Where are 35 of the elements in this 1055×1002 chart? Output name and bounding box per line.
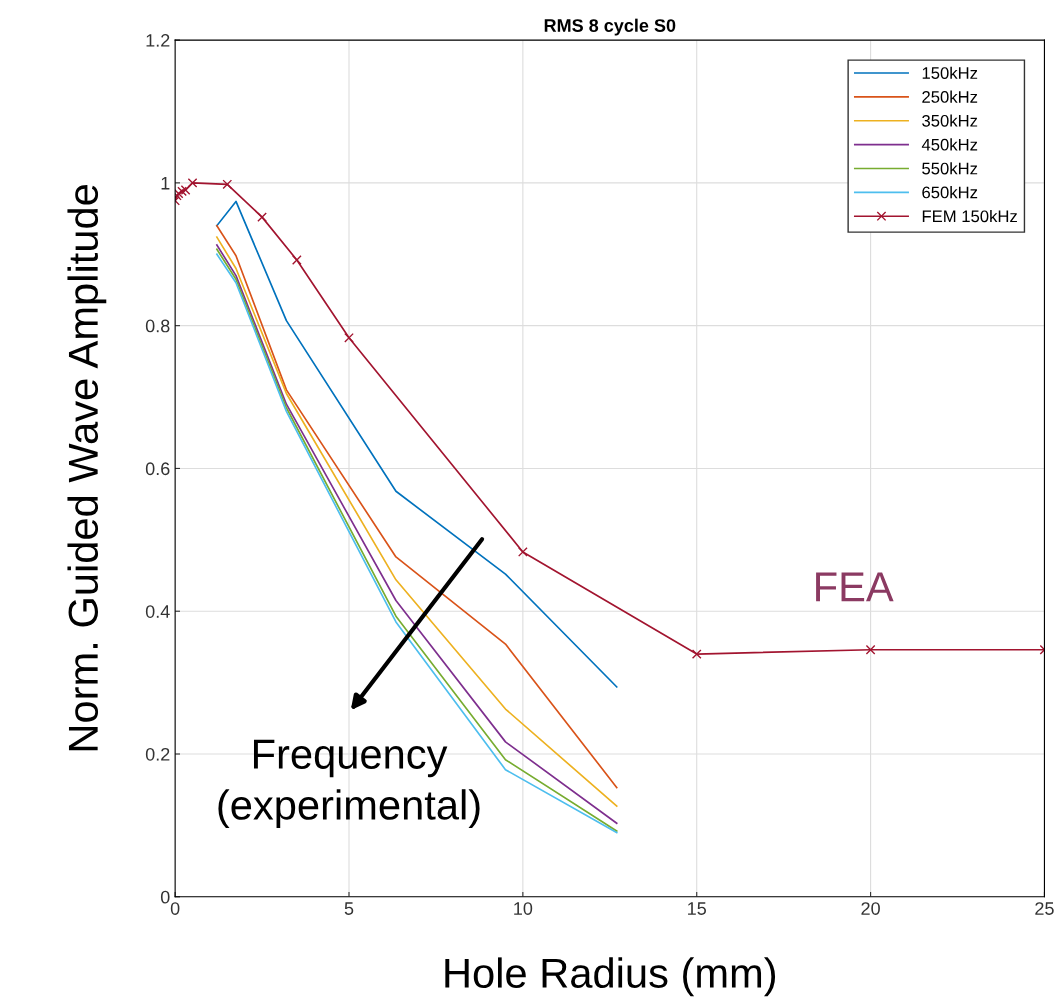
y-tick-label: 0.4: [145, 605, 170, 618]
x-tick-label: 5: [344, 902, 354, 915]
point: [180, 185, 191, 195]
x-tick-label: 25: [1035, 902, 1054, 915]
line-series: [216, 200, 618, 688]
legend-label: 350kHz: [922, 114, 978, 127]
x-tick-label: 10: [514, 902, 533, 915]
chart-title: RMS 8 cycle S0: [544, 18, 676, 36]
y-tick-label: 0.8: [145, 319, 170, 333]
annotation: FEA: [816, 572, 894, 602]
x-axis-title: Hole Radius (mm): [445, 957, 776, 997]
y-tick-label: 0.2: [145, 747, 170, 761]
legend-label: 550kHz: [922, 162, 978, 175]
point: [344, 332, 354, 343]
legend-label: 150kHz: [922, 66, 978, 79]
point: [222, 179, 233, 190]
point: [187, 178, 198, 188]
x-tick-label: 0: [170, 902, 180, 915]
y-axis-title: Norm. Guided Wave Amplitude: [67, 185, 107, 751]
y-tick-label: 0.6: [145, 462, 170, 476]
point: [865, 644, 876, 655]
y-tick-label: 1: [161, 176, 170, 190]
point: [291, 255, 302, 265]
legend-label: FEM 150kHz: [922, 209, 1017, 223]
legend-label: 450kHz: [921, 138, 978, 151]
point: [257, 212, 267, 222]
point: [691, 649, 702, 659]
point: [517, 547, 528, 557]
legend-label: 250kHz: [922, 90, 978, 103]
legend-label: 650kHz: [922, 186, 978, 199]
annotation: Frequency (experimental): [218, 739, 480, 829]
x-tick-label: 20: [861, 902, 880, 915]
y-tick-label: 0: [160, 890, 170, 904]
y-tick-label: 1.2: [146, 34, 170, 47]
x-tick-label: 15: [688, 902, 707, 915]
